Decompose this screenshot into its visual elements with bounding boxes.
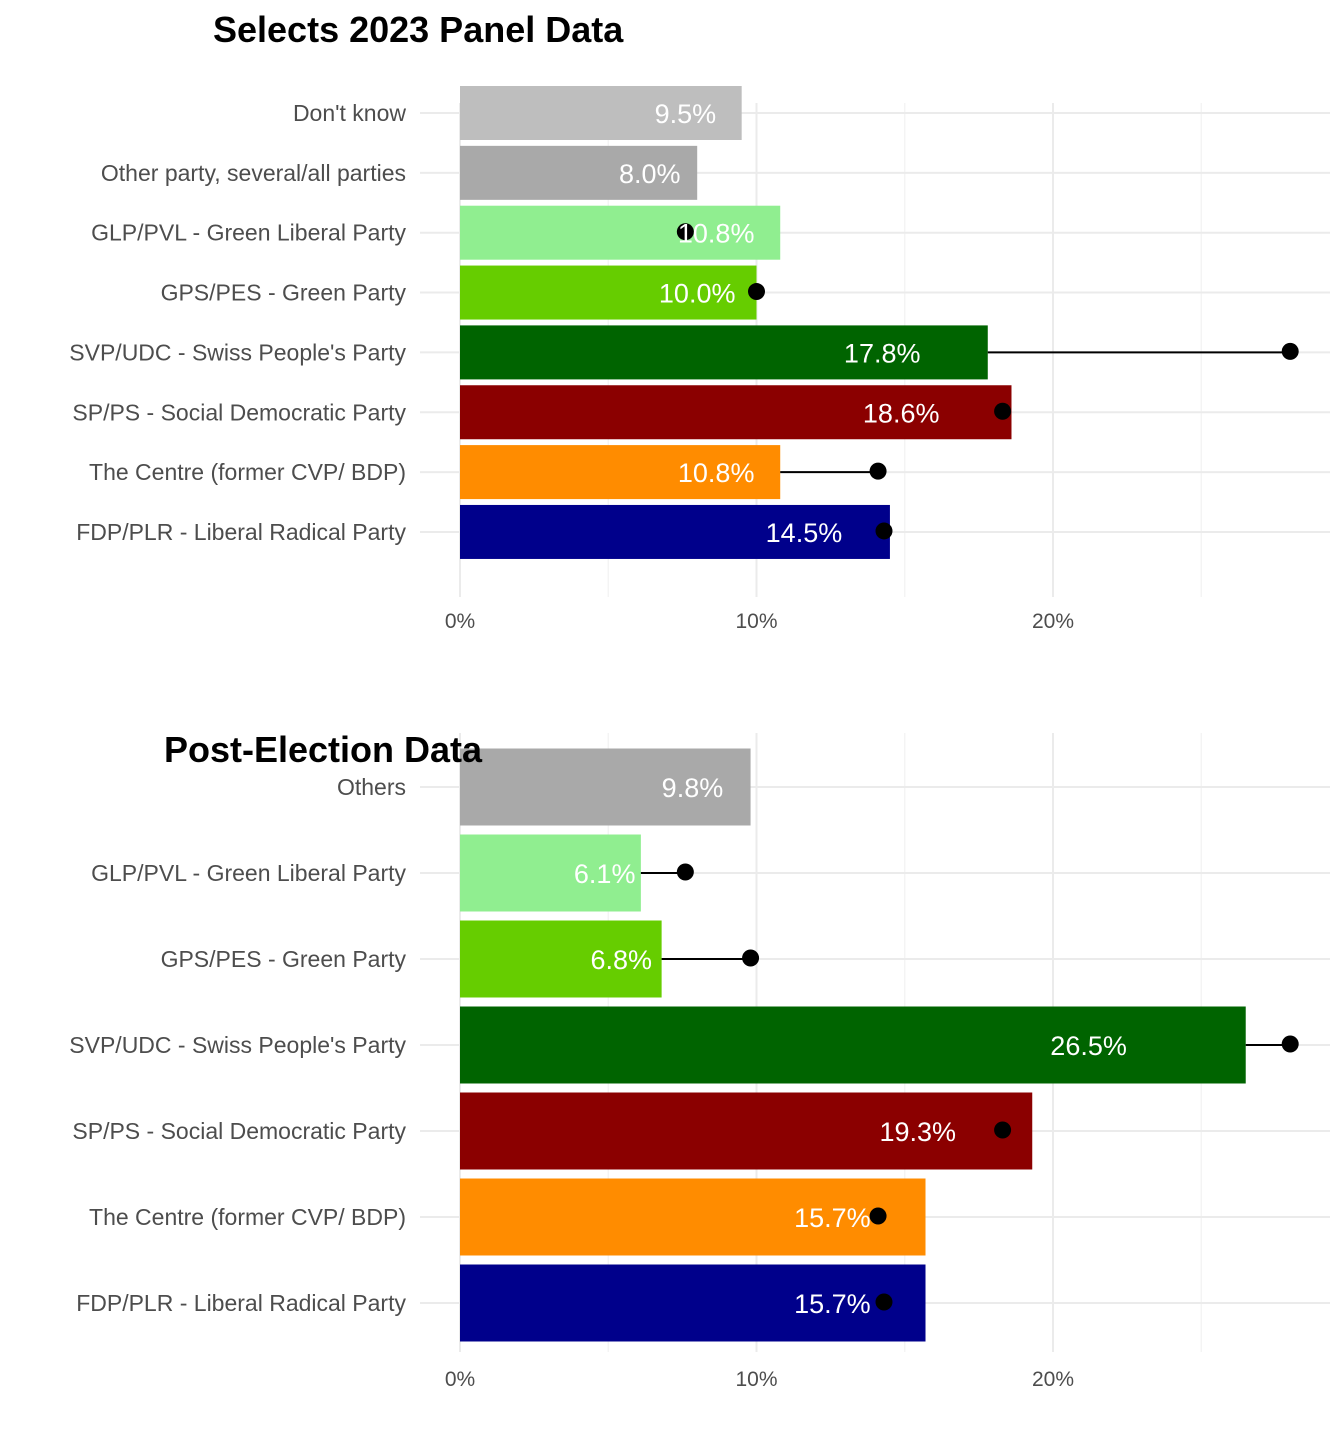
reference-point	[875, 1293, 893, 1311]
bar	[460, 834, 641, 912]
category-label: SP/PS - Social Democratic Party	[72, 1118, 406, 1144]
reference-point	[1281, 1035, 1299, 1053]
x-tick-label: 20%	[1032, 610, 1074, 633]
category-label: GPS/PES - Green Party	[161, 946, 407, 972]
reference-point	[676, 223, 694, 241]
category-label: Others	[337, 774, 406, 800]
chart-title: Selects 2023 Panel Data	[213, 9, 624, 50]
data-label: 10.8%	[678, 219, 755, 249]
bar	[460, 1178, 926, 1256]
category-label: SP/PS - Social Democratic Party	[72, 399, 406, 425]
bar	[460, 920, 662, 998]
x-tick-label: 10%	[735, 1368, 777, 1391]
category-label: FDP/PLR - Liberal Radical Party	[76, 1290, 406, 1316]
bar	[460, 265, 757, 320]
data-label: 6.8%	[591, 945, 653, 975]
data-label: 26.5%	[1050, 1031, 1127, 1061]
reference-point	[748, 283, 765, 301]
reference-point	[994, 1121, 1012, 1139]
category-label: The Centre (former CVP/ BDP)	[89, 1204, 406, 1230]
chart-post-election: Others 9.8% GLP/PVL - Green Liberal Party 6…	[69, 729, 1330, 1391]
category-label: FDP/PLR - Liberal Radical Party	[76, 519, 406, 545]
bar	[460, 385, 1012, 440]
data-label: 8.0%	[619, 159, 681, 189]
category-label: SVP/UDC - Swiss People's Party	[69, 339, 406, 365]
category-label: GPS/PES - Green Party	[161, 280, 407, 306]
data-label: 17.8%	[844, 338, 921, 368]
chart-panel: Don't know 9.5% Other party, several/all p…	[69, 9, 1330, 633]
chart-title: Post-Election Data	[164, 729, 483, 770]
data-label: 9.8%	[662, 773, 724, 803]
data-label: 6.1%	[574, 859, 636, 889]
category-label: Other party, several/all parties	[101, 160, 406, 186]
x-tick-label: 0%	[445, 1368, 475, 1391]
data-label: 19.3%	[880, 1117, 957, 1147]
bar	[460, 1092, 1033, 1170]
bar	[460, 145, 698, 200]
category-label: GLP/PVL - Green Liberal Party	[91, 860, 406, 886]
data-label: 15.7%	[794, 1289, 871, 1319]
bar	[460, 504, 890, 559]
category-label: Don't know	[293, 100, 406, 126]
reference-point	[742, 949, 760, 967]
bar	[460, 86, 742, 140]
x-tick-label: 0%	[445, 610, 475, 633]
data-label: 10.0%	[659, 279, 736, 309]
data-label: 14.5%	[766, 518, 843, 548]
reference-point	[676, 863, 694, 881]
x-tick-label: 10%	[735, 610, 777, 633]
reference-point	[1281, 342, 1299, 360]
data-label: 9.5%	[655, 99, 717, 129]
data-label: 15.7%	[794, 1203, 871, 1233]
bar	[460, 748, 751, 826]
reference-point	[869, 462, 887, 480]
bar	[460, 325, 988, 380]
category-label: SVP/UDC - Swiss People's Party	[69, 1032, 406, 1058]
reference-point	[994, 402, 1012, 420]
bar	[460, 205, 781, 260]
bar	[460, 1006, 1246, 1084]
bar	[460, 1264, 926, 1342]
reference-point	[875, 522, 893, 540]
bar	[460, 445, 781, 500]
reference-point	[869, 1207, 887, 1225]
data-label: 18.6%	[863, 398, 940, 428]
x-tick-label: 20%	[1032, 1368, 1074, 1391]
category-label: GLP/PVL - Green Liberal Party	[91, 220, 406, 246]
category-label: The Centre (former CVP/ BDP)	[89, 459, 406, 485]
data-label: 10.8%	[678, 458, 755, 488]
